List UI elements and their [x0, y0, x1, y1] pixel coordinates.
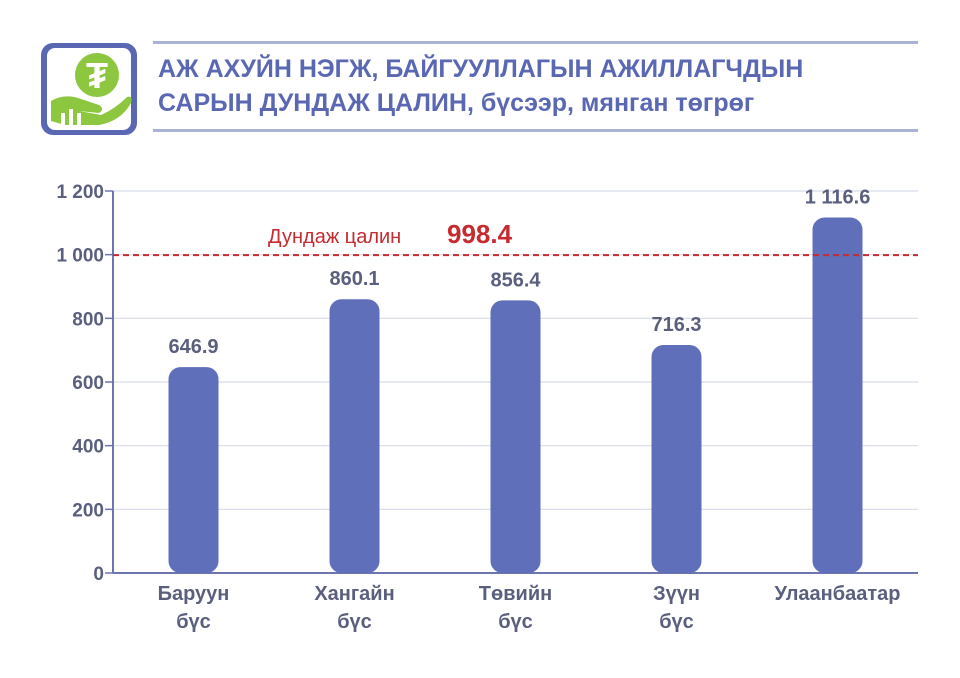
- bar: [490, 300, 541, 573]
- x-tick-label: бүс: [659, 611, 694, 633]
- title-line-2: САРЫН ДУНДАЖ ЦАЛИН, бүсээр, мянган төгрө…: [158, 89, 755, 117]
- header-rule-top: [153, 41, 918, 44]
- bar: [651, 344, 702, 573]
- bar: [329, 299, 380, 573]
- data-label: 716.3: [651, 314, 701, 336]
- y-tick-label: 800: [72, 309, 104, 330]
- svg-text:₮: ₮: [86, 55, 108, 96]
- bar: [812, 217, 863, 573]
- y-tick-label: 400: [72, 437, 104, 458]
- bar: [168, 367, 219, 573]
- y-tick-label: 200: [72, 500, 104, 521]
- x-tick-label: Баруун: [158, 583, 230, 605]
- average-label: Дундаж цалин: [268, 226, 401, 248]
- y-tick-label: 1 200: [56, 182, 104, 203]
- page-title: АЖ АХУЙН НЭГЖ, БАЙГУУЛЛАГЫН АЖИЛЛАГЧДЫН …: [158, 52, 918, 120]
- logo: ₮: [41, 43, 137, 135]
- y-tick-label: 1 000: [56, 246, 104, 267]
- x-tick-label: бүс: [176, 611, 211, 633]
- salary-hand-icon: ₮: [41, 43, 137, 135]
- x-tick-label: Улаанбаатар: [775, 583, 901, 605]
- x-tick-label: Хангайн: [314, 583, 394, 605]
- data-label: 1 116.6: [805, 187, 871, 209]
- header-rule-bottom: [153, 129, 918, 132]
- average-value: 998.4: [447, 219, 513, 249]
- data-label: 646.9: [168, 336, 218, 358]
- y-tick-label: 600: [72, 373, 104, 394]
- data-label: 856.4: [490, 269, 541, 291]
- x-tick-label: бүс: [337, 611, 372, 633]
- y-tick-label: 0: [93, 564, 104, 585]
- title-line-1: АЖ АХУЙН НЭГЖ, БАЙГУУЛЛАГЫН АЖИЛЛАГЧДЫН: [158, 55, 804, 83]
- x-tick-label: бүс: [498, 611, 533, 633]
- x-tick-label: Төвийн: [479, 583, 552, 605]
- x-tick-label: Зүүн: [653, 583, 700, 605]
- data-label: 860.1: [329, 268, 379, 290]
